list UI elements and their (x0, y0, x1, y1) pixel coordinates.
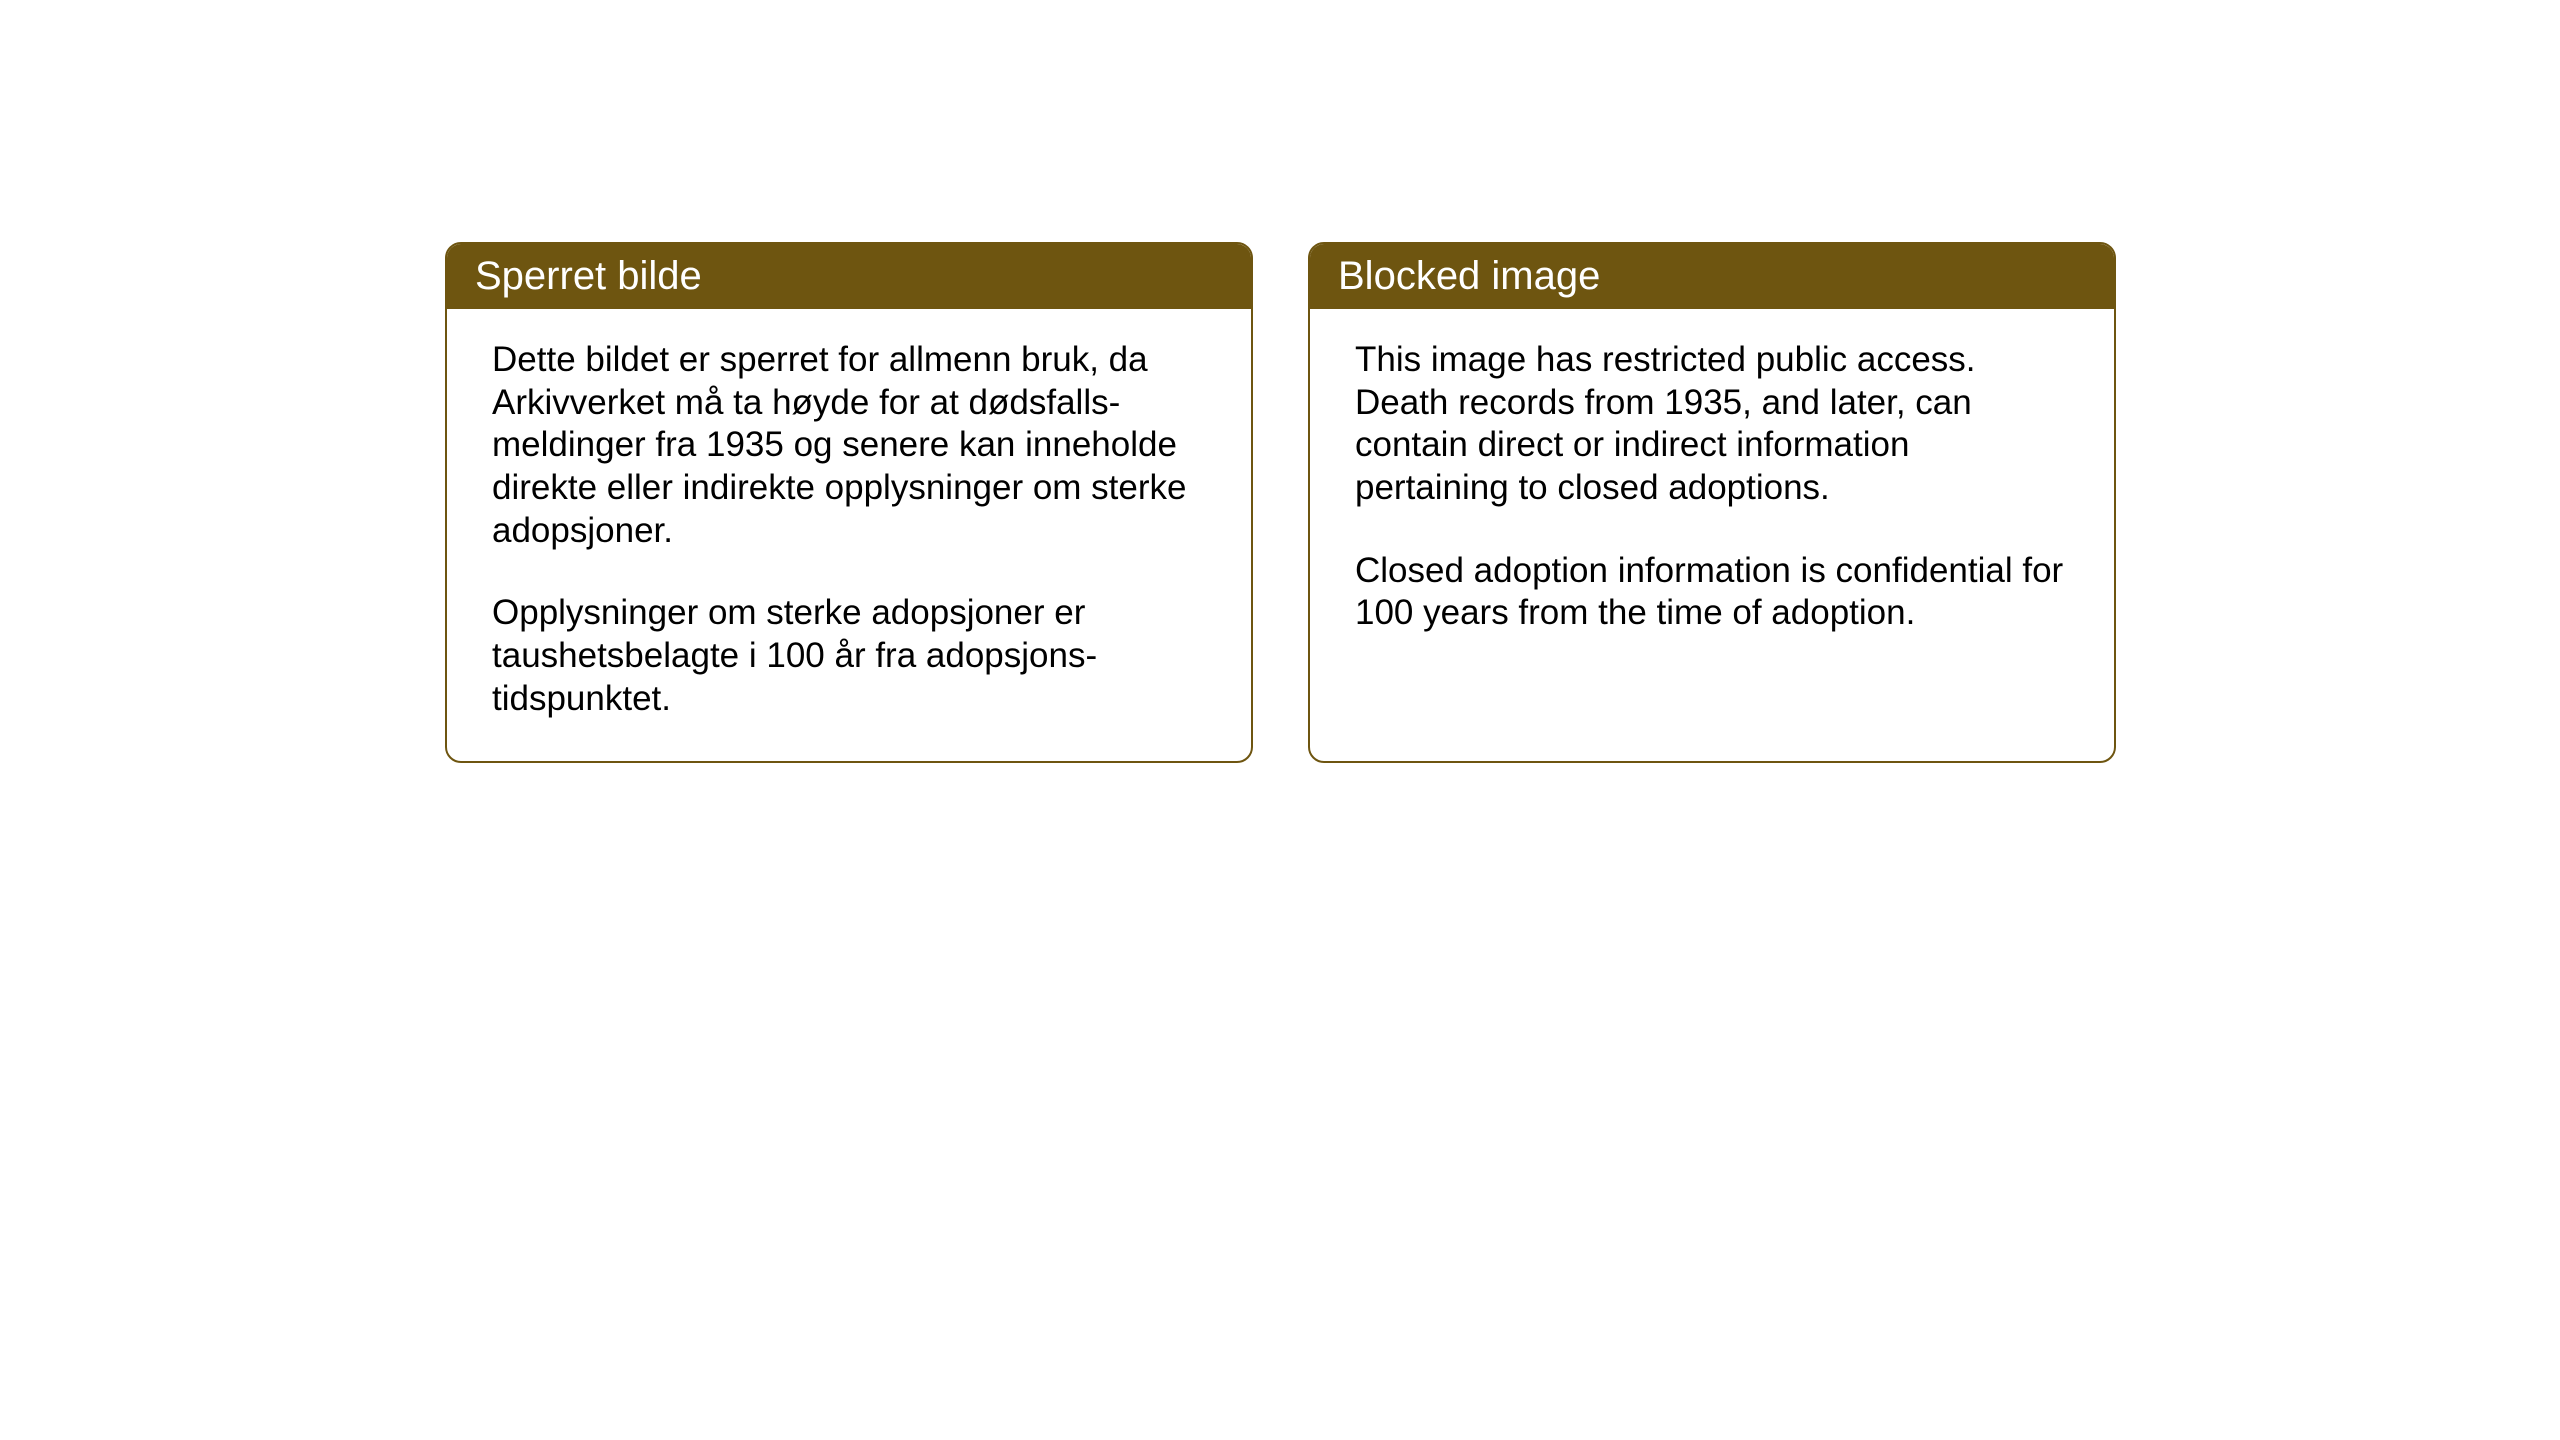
notice-body-norwegian: Dette bildet er sperret for allmenn bruk… (447, 309, 1251, 761)
notice-paragraph-2-norwegian: Opplysninger om sterke adopsjoner er tau… (492, 592, 1206, 720)
notice-header-norwegian: Sperret bilde (447, 244, 1251, 309)
notice-paragraph-2-english: Closed adoption information is confident… (1355, 550, 2069, 635)
notice-paragraph-1-english: This image has restricted public access.… (1355, 339, 2069, 510)
notice-title-norwegian: Sperret bilde (475, 254, 702, 298)
notice-paragraph-1-norwegian: Dette bildet er sperret for allmenn bruk… (492, 339, 1206, 552)
notice-card-norwegian: Sperret bilde Dette bildet er sperret fo… (445, 242, 1253, 763)
notice-card-english: Blocked image This image has restricted … (1308, 242, 2116, 763)
notice-title-english: Blocked image (1338, 254, 1600, 298)
notice-container: Sperret bilde Dette bildet er sperret fo… (445, 242, 2116, 763)
notice-header-english: Blocked image (1310, 244, 2114, 309)
notice-body-english: This image has restricted public access.… (1310, 309, 2114, 749)
